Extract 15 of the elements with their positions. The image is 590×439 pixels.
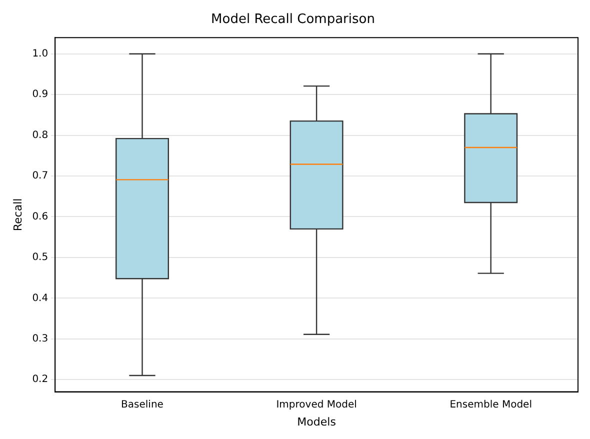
y-tick-label: 1.0 (32, 48, 48, 60)
y-tick-label: 0.7 (32, 170, 48, 182)
y-tick-label: 0.4 (32, 292, 48, 304)
y-tick-label: 0.6 (32, 211, 48, 222)
chart-title: Model Recall Comparison (211, 12, 375, 28)
x-axis-title: Models (297, 415, 336, 428)
y-tick-label: 0.5 (32, 252, 48, 264)
x-tick-label: Ensemble Model (450, 399, 532, 410)
x-tick-label: Baseline (121, 399, 164, 410)
y-tick-label: 0.3 (32, 333, 48, 344)
x-tick-label: Improved Model (276, 399, 357, 410)
y-tick-label: 0.9 (32, 89, 48, 100)
y-axis-title: Recall (11, 198, 24, 232)
y-tick-label: 0.2 (32, 374, 48, 386)
y-tick-label: 0.8 (32, 130, 48, 141)
